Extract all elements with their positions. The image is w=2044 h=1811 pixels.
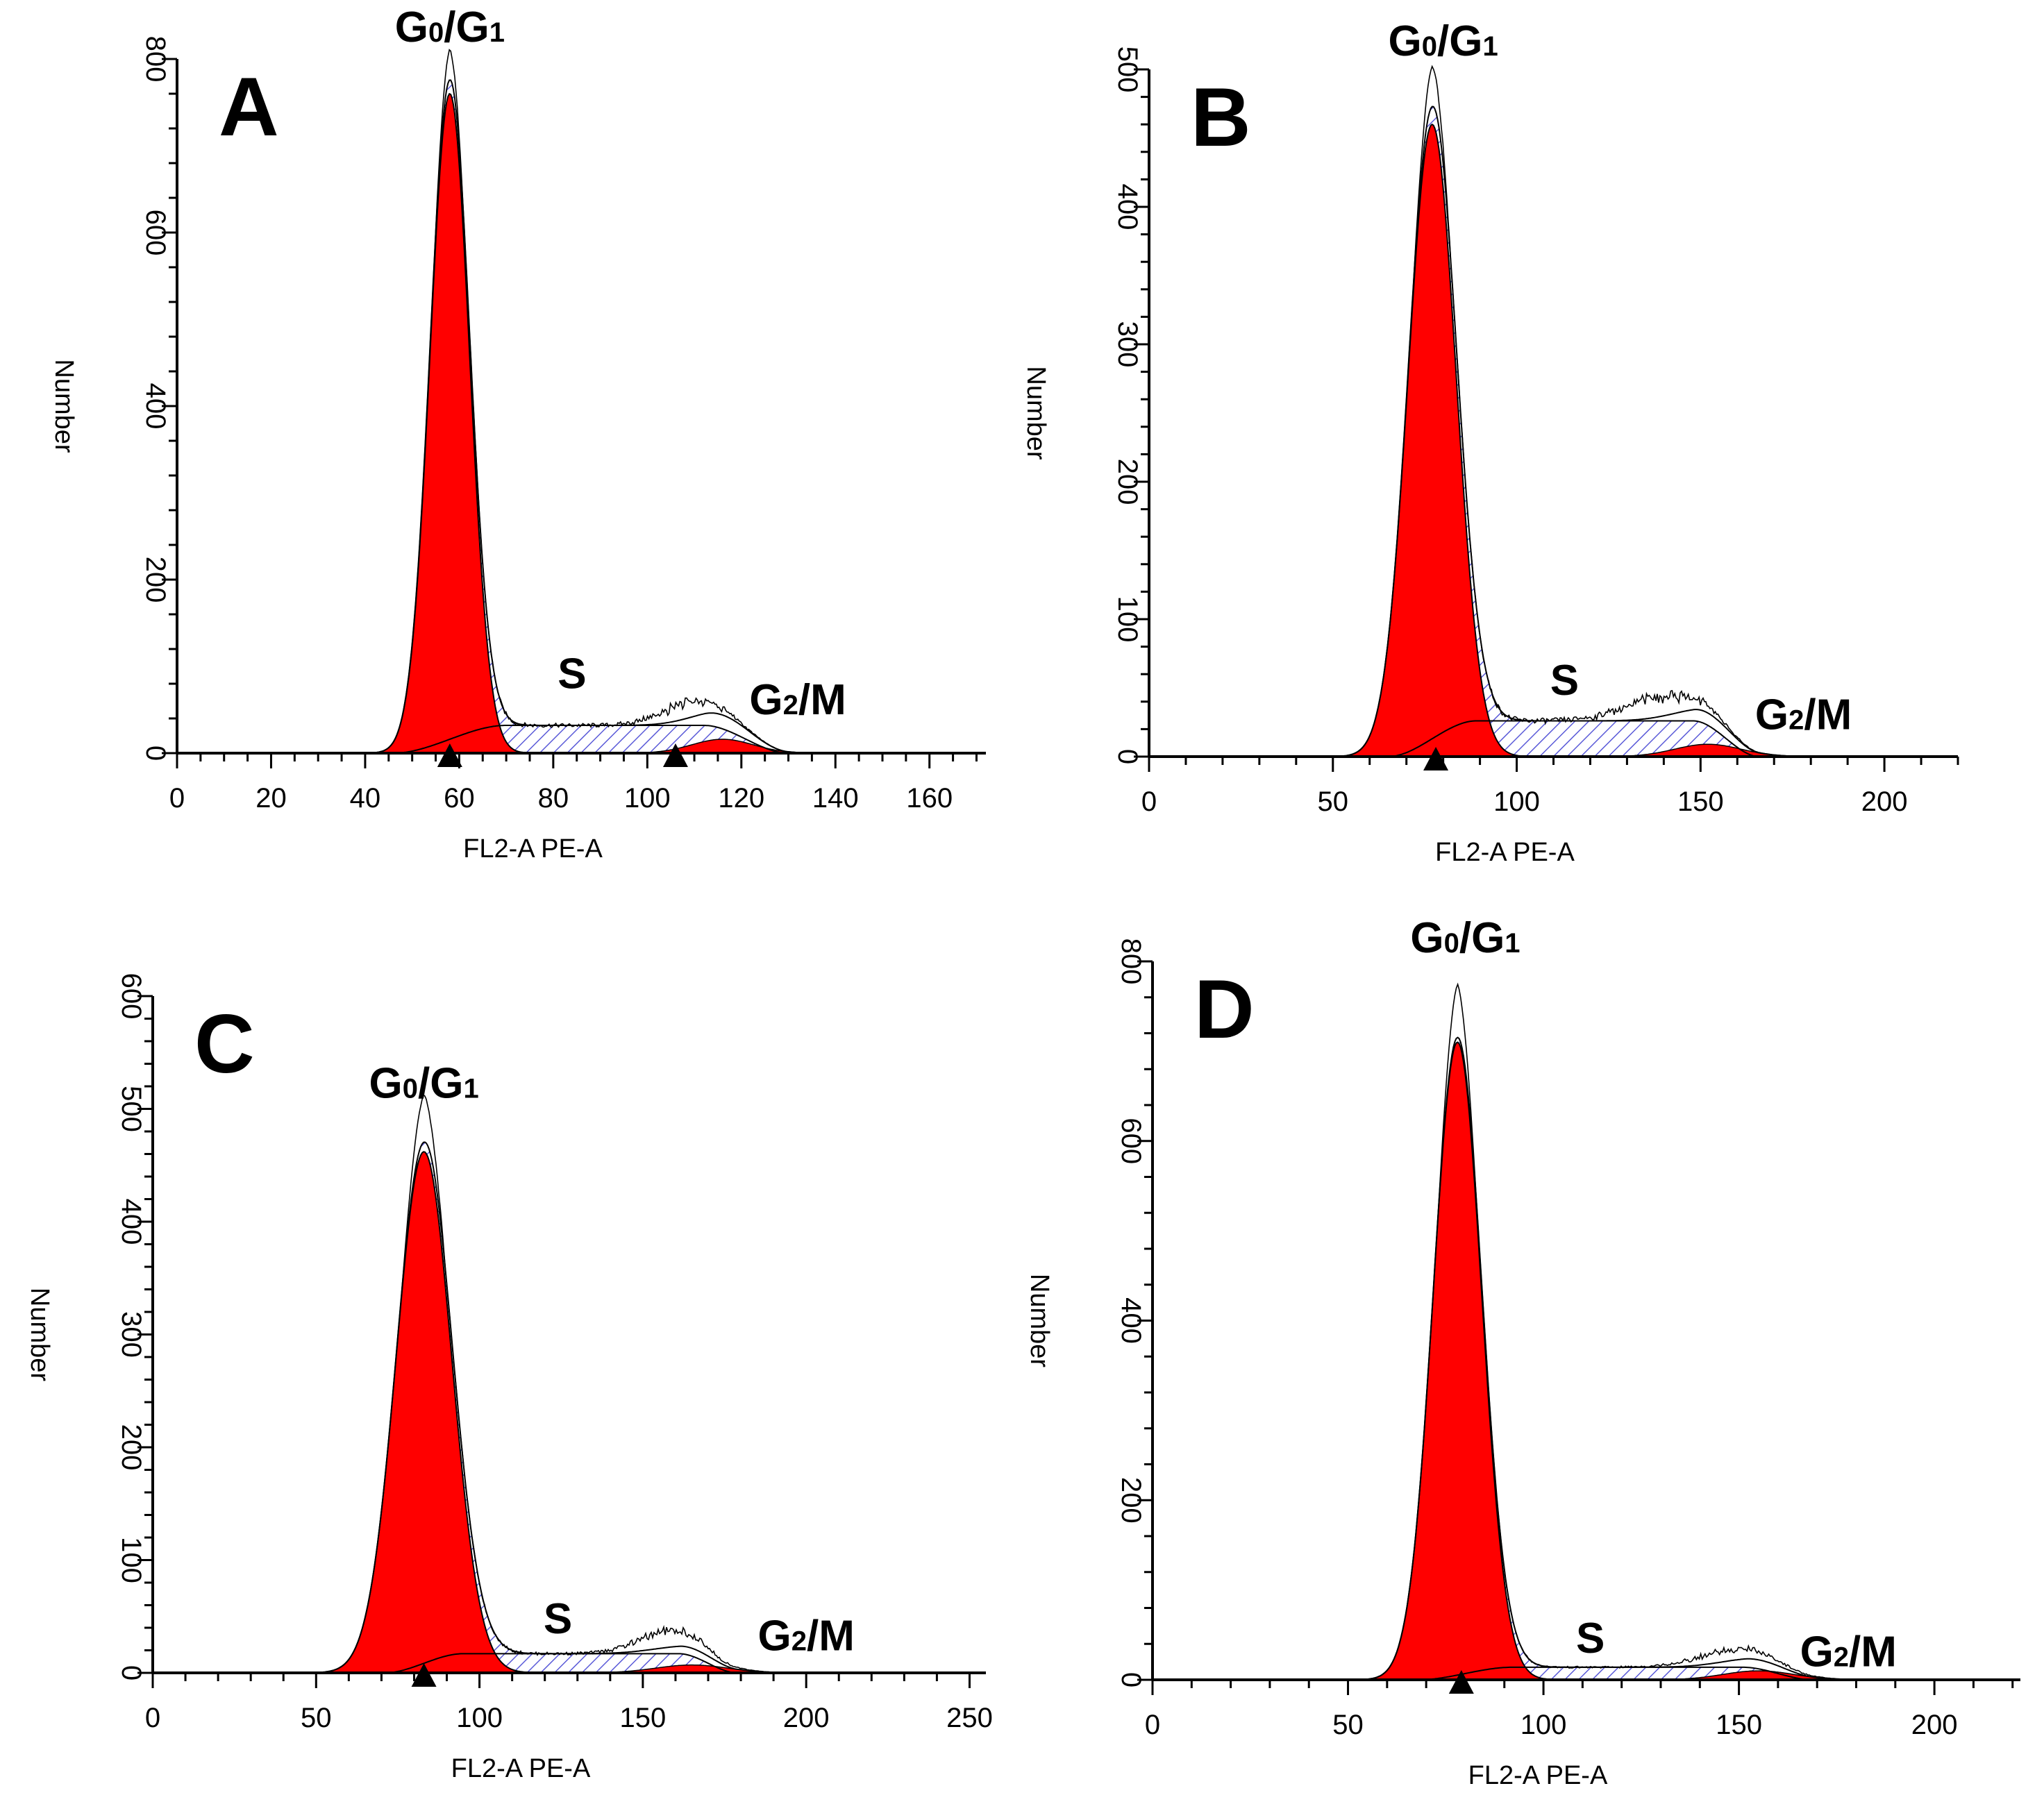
x-tick-label: 0 bbox=[1145, 1710, 1160, 1740]
label-s: S bbox=[544, 1595, 572, 1643]
x-tick-label: 100 bbox=[1521, 1710, 1567, 1740]
x-tick-label: 150 bbox=[620, 1703, 667, 1733]
x-tick-label: 200 bbox=[1911, 1710, 1958, 1740]
peak-marker bbox=[1423, 747, 1449, 770]
label-g2m: G2/M bbox=[1755, 691, 1852, 739]
panel-letter: B bbox=[1191, 71, 1251, 164]
panel-letter: D bbox=[1194, 963, 1255, 1056]
y-tick-label: 500 bbox=[116, 1086, 146, 1132]
y-axis-title: Number bbox=[1021, 366, 1050, 460]
x-tick-label: 200 bbox=[783, 1703, 830, 1733]
label-g2m: G2/M bbox=[757, 1612, 854, 1660]
x-tick-label: 60 bbox=[444, 783, 475, 814]
x-axis-title: FL2-A PE-A bbox=[451, 1754, 591, 1783]
y-tick-label: 400 bbox=[116, 1199, 146, 1245]
s-phase-area bbox=[1153, 1037, 2019, 1680]
label-s: S bbox=[1576, 1615, 1605, 1662]
raw-data-trace bbox=[153, 1094, 985, 1674]
y-tick-label: 200 bbox=[140, 557, 171, 603]
label-g0g1: G0/G1 bbox=[1410, 914, 1520, 962]
y-tick-label: 600 bbox=[116, 973, 146, 1020]
y-tick-label: 300 bbox=[1112, 321, 1143, 368]
y-tick-label: 400 bbox=[1112, 184, 1143, 230]
y-tick-label: 500 bbox=[1112, 47, 1143, 93]
histogram-panel-a: 0 20 40 60 80 100 120 140 160 0 200 400 600 800 FL2-A … bbox=[49, 3, 986, 864]
raw-data-trace bbox=[177, 49, 986, 754]
histogram-panel-d: 0 50 100 150 200 0 200 400 600 800 FL2-A PE-A Numbe… bbox=[1025, 914, 2020, 1790]
x-tick-label: 0 bbox=[1141, 786, 1157, 817]
x-tick-label: 50 bbox=[301, 1703, 332, 1733]
y-tick-label: 400 bbox=[140, 383, 171, 430]
y-tick-label: 600 bbox=[140, 210, 171, 256]
label-g0g1: G0/G1 bbox=[369, 1059, 478, 1107]
y-axis-title: Number bbox=[49, 359, 78, 453]
x-tick-label: 20 bbox=[255, 783, 287, 814]
peak-marker bbox=[662, 743, 688, 767]
x-tick-label: 150 bbox=[1677, 786, 1724, 817]
label-g2m: G2/M bbox=[749, 676, 846, 724]
y-tick-label: 0 bbox=[116, 1665, 146, 1681]
label-g0g1: G0/G1 bbox=[395, 3, 505, 51]
y-tick-label: 200 bbox=[1112, 459, 1143, 505]
y-tick-label: 300 bbox=[116, 1311, 146, 1358]
y-tick-label: 200 bbox=[1116, 1477, 1146, 1524]
x-tick-label: 50 bbox=[1318, 786, 1349, 817]
x-tick-label: 140 bbox=[812, 783, 859, 814]
y-tick-label: 0 bbox=[1112, 749, 1143, 764]
x-axis-title: FL2-A PE-A bbox=[1435, 838, 1575, 867]
y-axis-title: Number bbox=[1025, 1274, 1054, 1367]
y-tick-label: 0 bbox=[140, 746, 171, 761]
x-tick-label: 100 bbox=[624, 783, 671, 814]
y-tick-label: 800 bbox=[140, 36, 171, 83]
model-envelope bbox=[1153, 1036, 2019, 1681]
y-tick-label: 0 bbox=[1116, 1672, 1146, 1687]
panel-letter: C bbox=[194, 997, 255, 1090]
x-tick-label: 80 bbox=[538, 783, 569, 814]
x-tick-label: 120 bbox=[718, 783, 764, 814]
x-tick-label: 160 bbox=[906, 783, 953, 814]
x-tick-label: 100 bbox=[1493, 786, 1540, 817]
label-s: S bbox=[1550, 657, 1579, 705]
g0g1-peak bbox=[1153, 1041, 2019, 1681]
histogram-panel-b: 0 50 100 150 200 0 100 200 300 400 500 FL2-A PE-A Nu… bbox=[1021, 17, 1959, 867]
y-tick-label: 100 bbox=[1112, 596, 1143, 643]
peak-marker bbox=[437, 743, 462, 767]
label-s: S bbox=[558, 650, 586, 698]
x-tick-label: 200 bbox=[1861, 786, 1908, 817]
raw-data-trace bbox=[1149, 65, 1957, 757]
label-g2m: G2/M bbox=[1800, 1628, 1897, 1676]
model-envelope bbox=[153, 1141, 985, 1674]
y-tick-label: 400 bbox=[1116, 1297, 1146, 1344]
x-tick-label: 0 bbox=[145, 1703, 160, 1733]
histogram-panel-c: 0 50 100 150 200 250 0 100 200 300 400 500 600 FL2-A … bbox=[25, 973, 993, 1783]
x-tick-label: 150 bbox=[1716, 1710, 1762, 1740]
y-tick-label: 800 bbox=[1116, 938, 1146, 985]
y-tick-label: 200 bbox=[116, 1424, 146, 1471]
x-tick-label: 250 bbox=[946, 1703, 993, 1733]
x-axis-title: FL2-A PE-A bbox=[1468, 1761, 1608, 1790]
x-axis-title: FL2-A PE-A bbox=[463, 834, 603, 864]
peak-marker bbox=[411, 1663, 437, 1687]
panel-letter: A bbox=[219, 60, 279, 153]
raw-data-trace bbox=[1153, 982, 2019, 1681]
y-axis-title: Number bbox=[25, 1288, 54, 1381]
peak-marker bbox=[1448, 1670, 1474, 1694]
label-g0g1: G0/G1 bbox=[1389, 17, 1498, 65]
y-tick-label: 600 bbox=[1116, 1118, 1146, 1164]
x-tick-label: 100 bbox=[456, 1703, 503, 1733]
x-tick-label: 40 bbox=[350, 783, 381, 814]
x-tick-label: 50 bbox=[1332, 1710, 1364, 1740]
x-tick-label: 0 bbox=[169, 783, 185, 814]
s-phase-area bbox=[153, 1142, 985, 1673]
y-tick-label: 100 bbox=[116, 1537, 146, 1583]
